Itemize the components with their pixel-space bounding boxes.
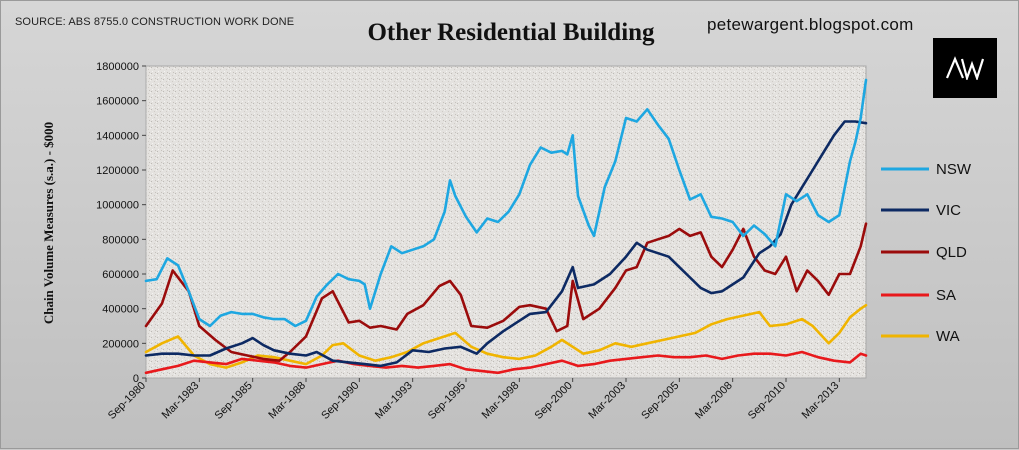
series-line-sa	[144, 350, 868, 375]
blog-url: petewargent.blogspot.com	[707, 15, 914, 34]
x-tick-label: Mar-1988	[266, 380, 308, 422]
x-tick-label: Sep-1985	[213, 380, 255, 422]
y-axis: 0 200000 400000 600000 800000 1000000 1200000 1…	[96, 61, 146, 385]
y-tick-label: 1800000	[96, 61, 139, 73]
y-tick-label: 1600000	[96, 96, 139, 108]
x-tick-label: Mar-2013	[800, 380, 842, 422]
x-tick-label: Sep-1990	[319, 380, 361, 422]
series-line-nsw	[144, 78, 868, 328]
legend-label-qld: QLD	[936, 244, 967, 261]
y-tick-label: 600000	[102, 269, 139, 281]
y-tick-label: 0	[133, 373, 139, 385]
x-tick-label: Mar-2008	[693, 380, 735, 422]
legend-label-wa: WA	[936, 328, 960, 345]
y-tick-label: 400000	[102, 304, 139, 316]
y-tick-label: 200000	[102, 338, 139, 350]
x-axis: Sep-1980 Mar-1983 Sep-1985 Mar-1988 Sep-1990…	[106, 378, 842, 422]
x-tick-label: Sep-1980	[106, 380, 148, 422]
legend-label-vic: VIC	[936, 202, 961, 219]
aw-logo-mark: AW	[945, 56, 985, 80]
chart-title: Other Residential Building	[367, 19, 655, 46]
y-axis-label: Chain Volume Measures (s.a.) - $000	[41, 122, 56, 324]
x-tick-label: Sep-2005	[639, 380, 681, 422]
y-tick-label: 1000000	[96, 200, 139, 212]
x-tick-label: Sep-2010	[746, 380, 788, 422]
aw-logo: AW	[933, 38, 997, 98]
y-tick-label: 1400000	[96, 130, 139, 142]
series-line-wa	[144, 303, 868, 369]
plot-area	[145, 65, 867, 379]
x-tick-label: Mar-1998	[480, 380, 522, 422]
x-tick-label: Mar-1993	[373, 380, 415, 422]
x-tick-label: Sep-2000	[533, 380, 575, 422]
source-note: SOURCE: ABS 8755.0 CONSTRUCTION WORK DON…	[15, 16, 295, 28]
x-tick-label: Mar-2003	[586, 380, 628, 422]
x-tick-label: Sep-1995	[426, 380, 468, 422]
legend: NSW VIC QLD SA WA	[881, 161, 972, 345]
series-lines	[144, 78, 868, 375]
y-tick-label: 1200000	[96, 165, 139, 177]
y-tick-label: 800000	[102, 234, 139, 246]
x-tick-label: Mar-1983	[160, 380, 202, 422]
legend-label-nsw: NSW	[936, 161, 972, 178]
series-line-vic	[144, 120, 868, 368]
legend-label-sa: SA	[936, 287, 956, 304]
